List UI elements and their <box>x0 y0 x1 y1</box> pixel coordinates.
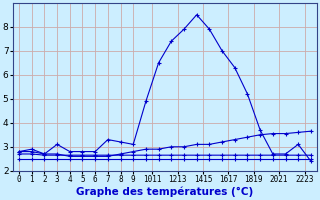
X-axis label: Graphe des températures (°C): Graphe des températures (°C) <box>76 187 253 197</box>
